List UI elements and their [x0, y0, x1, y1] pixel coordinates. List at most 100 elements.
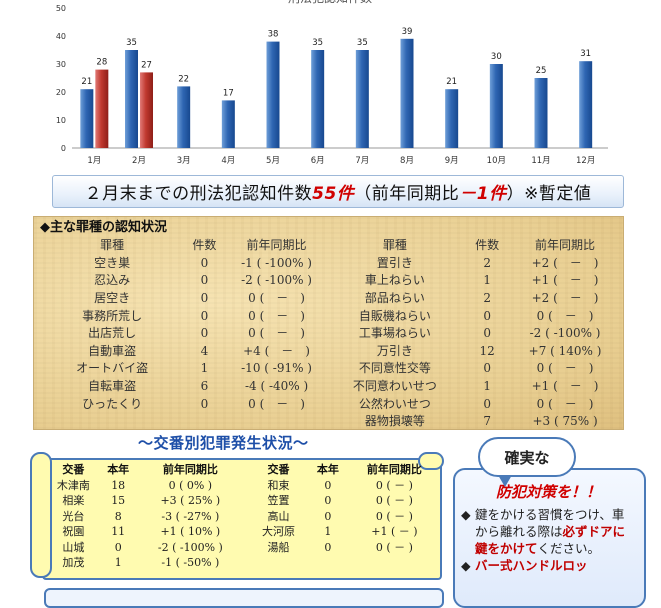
crime-cell: 自販機ねらい — [358, 308, 431, 323]
crime-cell: オートバイ盗 — [76, 361, 149, 376]
crime-cell — [184, 413, 224, 431]
crime-cell — [40, 413, 184, 431]
crime-table-row: 居空き 0 0 ( － ) 部品ねらい 2 +2 ( － ) — [40, 290, 617, 308]
crime-cell: +1 ( － ) — [531, 379, 599, 394]
crime-cell: 2 — [483, 255, 491, 270]
koban-cell: +1 ( － ) — [371, 525, 418, 539]
banner-diff: －1件 — [459, 184, 507, 204]
x-tick-label: 7月 — [355, 156, 369, 166]
banner-prefix: ２月末までの刑法犯認知件数 — [84, 184, 313, 204]
crime-cell: 1 — [483, 273, 491, 288]
koban-table-row: 大河原 1 +1 ( － ) — [250, 524, 440, 540]
banner-middle: （前年同期比 — [354, 184, 460, 204]
crime-cell: 0 — [483, 396, 491, 411]
crime-cell: 6 — [200, 379, 209, 394]
bar-value-label: 31 — [580, 49, 591, 59]
x-tick-label: 11月 — [531, 156, 550, 166]
x-tick-label: 10月 — [487, 156, 506, 166]
crime-cell: 居空き — [94, 291, 131, 306]
koban-cell: 加茂 — [62, 556, 85, 570]
y-tick-label: 30 — [56, 60, 66, 69]
x-tick-label: 2月 — [132, 156, 146, 166]
koban-cell: 0 ( － ) — [375, 509, 413, 523]
koban-cell: 祝園 — [62, 525, 85, 539]
crime-header-cell: 件数 — [475, 238, 500, 253]
summary-banner: ２月末までの刑法犯認知件数 55件 （前年同期比 －1件 ）※暫定値 — [52, 175, 624, 208]
crime-cell: 0 ( － ) — [248, 308, 305, 323]
crime-cell: 0 ( － ) — [536, 361, 594, 376]
crime-cell: 忍込み — [94, 273, 131, 288]
koban-cell: 1 — [114, 556, 122, 570]
crime-cell: ひったくり — [82, 396, 143, 411]
koban-cell: 0 — [324, 494, 332, 508]
crime-cell: +2 ( － ) — [531, 291, 599, 306]
crime-cell: 12 — [479, 343, 495, 358]
banner-count: 55件 — [312, 184, 355, 204]
koban-cell: 湯船 — [267, 540, 290, 554]
crime-cell: +4 ( － ) — [243, 343, 310, 358]
crime-cell: 0 ( － ) — [248, 291, 305, 306]
crime-cell: 空き巣 — [94, 255, 131, 270]
crime-table-row: ひったくり 0 0 ( － ) 公然わいせつ 0 0 ( － ) — [40, 395, 617, 413]
crime-table-row: 忍込み 0 -2 ( -100% ) 車上ねらい 1 +1 ( － ) — [40, 272, 617, 290]
crime-header-cell: 前年同期比 — [246, 238, 307, 253]
koban-cell: 0 ( － ) — [375, 478, 413, 492]
koban-table-row: 笠置 0 0 ( － ) — [250, 493, 440, 509]
koban-table-left: 交番 本年 前年同期比 木津南 18 0 ( 0% ) 相楽 15 +3 ( 25% ) 光台 8 -… — [48, 462, 243, 571]
bullet-icon: ◆ — [461, 558, 471, 573]
bullet-icon: ◆ — [461, 507, 471, 522]
koban-table-header: 交番 本年 前年同期比 — [250, 462, 440, 478]
koban-cell: 8 — [114, 509, 122, 523]
crime-type-table: 罪種 件数 前年同期比 罪種 件数 前年同期比 空き巣 0 -1 ( -100% ) 置引き 2 +2… — [40, 237, 617, 431]
koban-header-cell: 本年 — [316, 463, 339, 477]
x-tick-label: 6月 — [311, 156, 325, 166]
bar-value-label: 35 — [357, 38, 368, 48]
koban-header-cell: 前年同期比 — [162, 463, 218, 477]
y-tick-label: 0 — [61, 144, 66, 153]
advice-title: 防犯対策を！！ — [495, 483, 601, 501]
bar-value-label: 21 — [81, 77, 92, 87]
crime-cell: 0 — [200, 308, 209, 323]
koban-cell: 1 — [324, 525, 332, 539]
crime-cell: 1 — [200, 361, 209, 376]
crime-cell: 器物損壊等 — [364, 414, 425, 429]
crime-table-row: 自動車盗 4 +4 ( － ) 万引き 12 +7 ( 140% ) — [40, 343, 617, 361]
bar — [311, 50, 325, 148]
crime-cell: 自動車盗 — [88, 343, 137, 358]
koban-cell: 大河原 — [262, 525, 295, 539]
bar-value-label: 27 — [141, 60, 152, 70]
koban-cell: 0 ( － ) — [375, 494, 413, 508]
koban-cell: 18 — [111, 478, 126, 492]
bar-value-label: 35 — [312, 38, 323, 48]
crime-cell: 部品ねらい — [364, 291, 425, 306]
koban-cell: 山城 — [62, 540, 85, 554]
bar-value-label: 22 — [178, 74, 189, 84]
crime-cell: 0 — [483, 308, 491, 323]
bar-value-label: 38 — [268, 30, 279, 40]
y-tick-label: 50 — [56, 4, 66, 13]
crime-cell: -4 ( -40% ) — [244, 379, 309, 394]
crime-panel-title: ◆主な罪種の認知状況 — [40, 220, 167, 235]
crime-cell: 工事場ねらい — [358, 326, 431, 341]
x-tick-label: 9月 — [445, 156, 459, 166]
bar — [177, 86, 191, 148]
crime-table-row: 空き巣 0 -1 ( -100% ) 置引き 2 +2 ( － ) — [40, 255, 617, 273]
crime-cell: +7 ( 140% ) — [528, 343, 602, 358]
y-tick-label: 10 — [56, 116, 66, 125]
crime-header-cell: 件数 — [192, 238, 217, 253]
x-tick-label: 3月 — [177, 156, 191, 166]
bar — [445, 89, 459, 148]
crime-cell: 万引き — [376, 343, 413, 358]
koban-table-row: 高山 0 0 ( － ) — [250, 509, 440, 525]
koban-cell: 笠置 — [267, 494, 290, 508]
crime-cell: 0 — [200, 255, 209, 270]
y-tick-label: 40 — [56, 32, 66, 41]
crime-cell: 不同意わいせつ — [352, 379, 437, 394]
koban-cell: 高山 — [267, 509, 290, 523]
y-tick-label: 20 — [56, 88, 66, 97]
x-tick-label: 4月 — [221, 156, 235, 166]
koban-table-row: 湯船 0 0 ( － ) — [250, 540, 440, 556]
crime-cell: 自転車盗 — [88, 379, 137, 394]
bar — [266, 41, 280, 148]
lower-info-box — [44, 588, 444, 608]
